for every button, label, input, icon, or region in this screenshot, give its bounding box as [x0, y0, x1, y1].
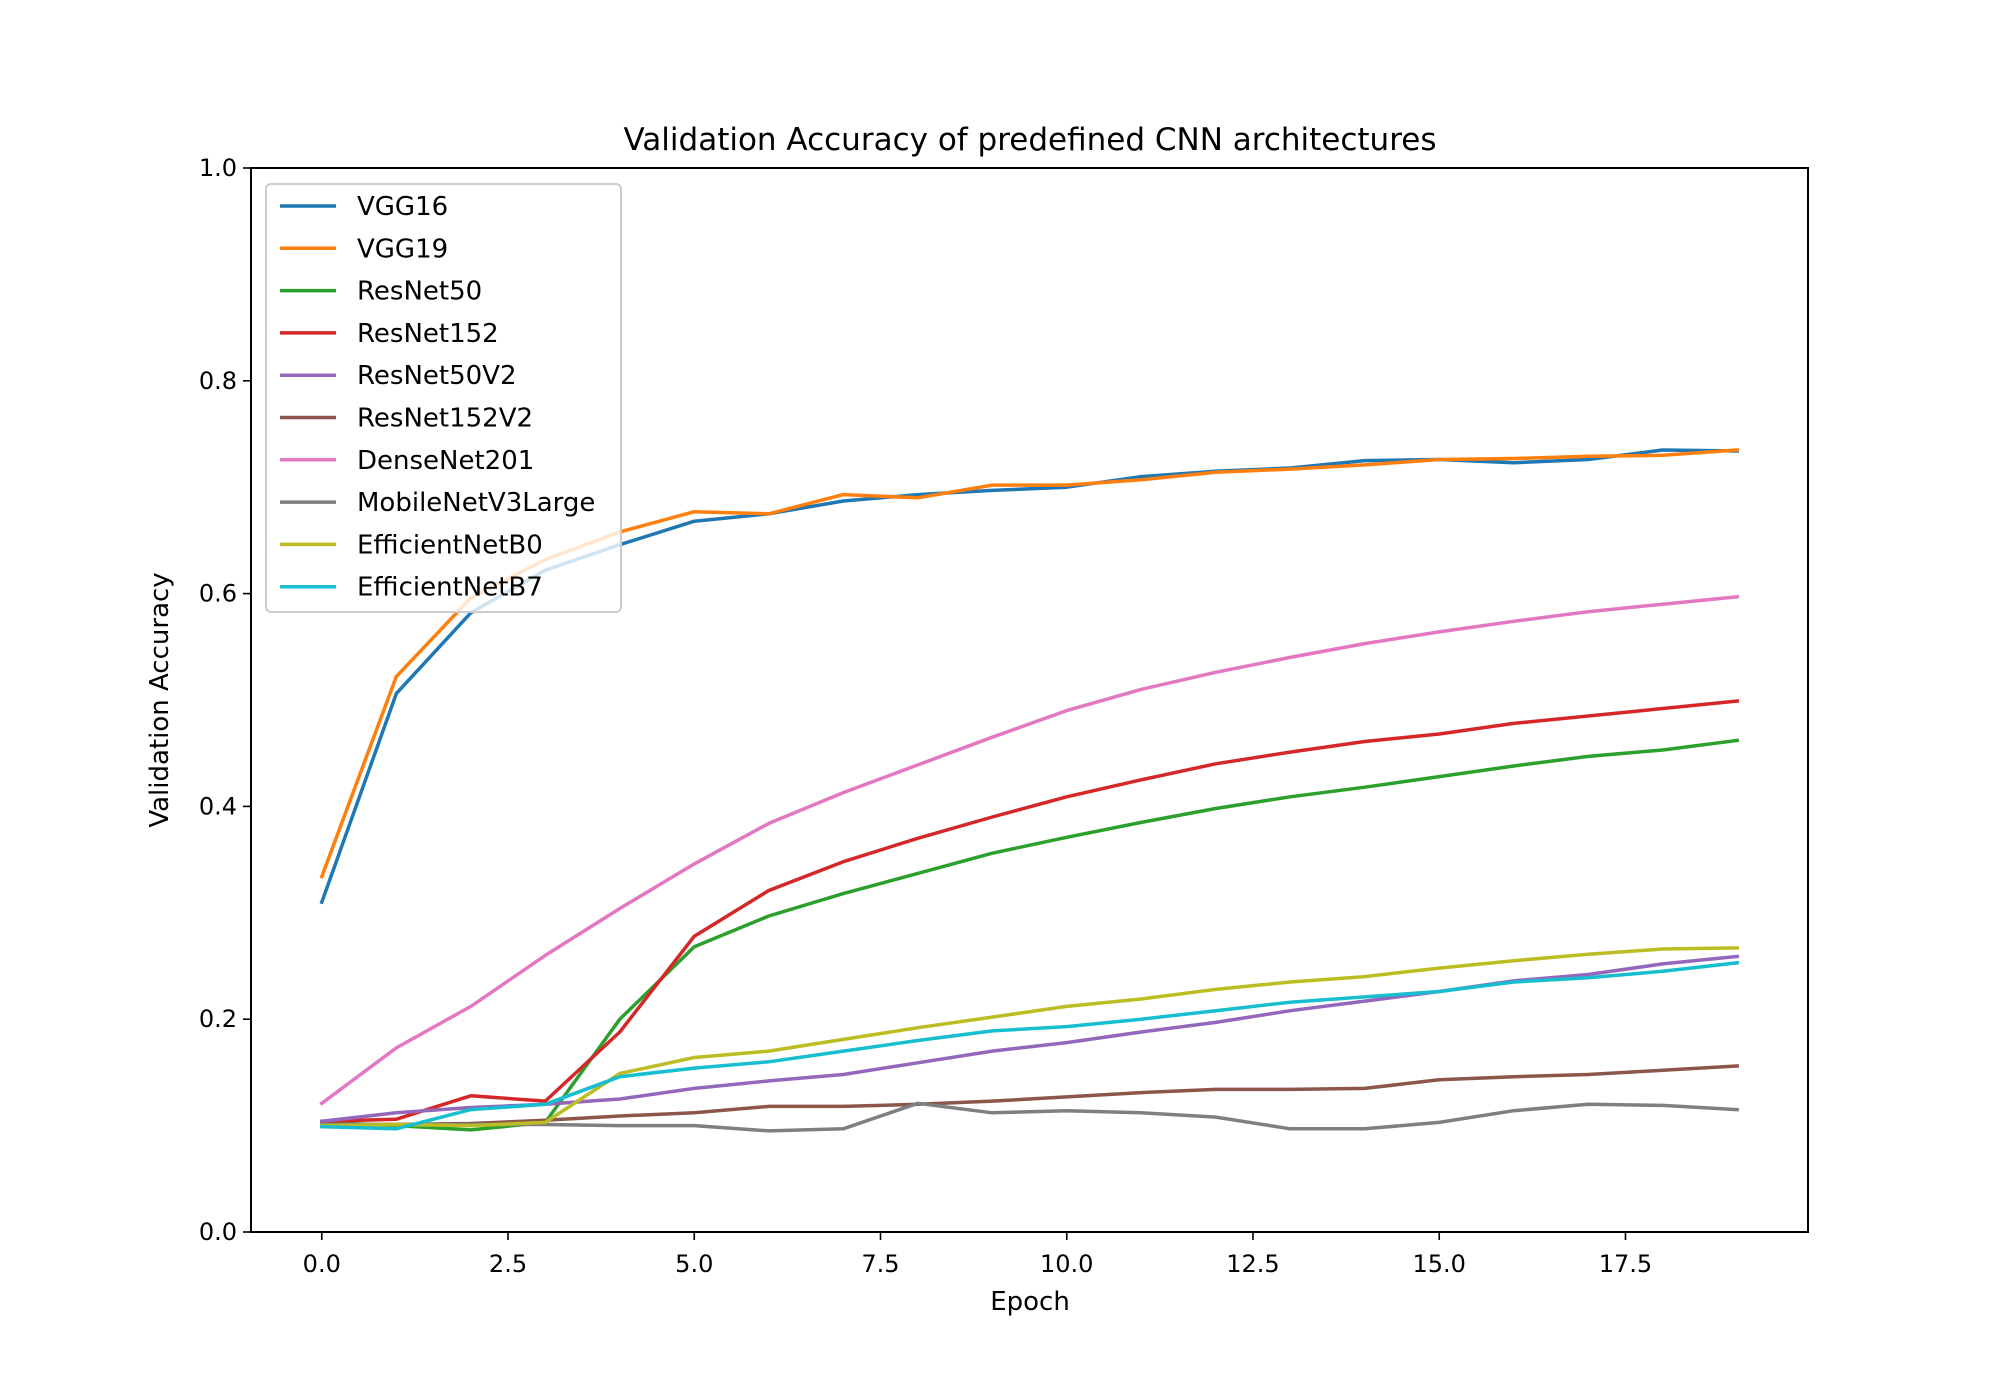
legend-label-mobilenetv3large: MobileNetV3Large [357, 488, 595, 518]
y-tick-label: 0.2 [199, 1005, 237, 1033]
legend-label-efficientnetb0: EfficientNetB0 [357, 530, 543, 560]
legend-label-resnet152v2: ResNet152V2 [357, 404, 533, 434]
y-tick-label: 0.4 [199, 792, 237, 820]
x-tick-label: 7.5 [861, 1250, 899, 1278]
series-line-resnet152 [320, 699, 1740, 1124]
legend-label-vgg19: VGG19 [357, 234, 448, 264]
series-line-efficientnetb7 [320, 960, 1740, 1131]
x-tick-label: 0.0 [303, 1250, 341, 1278]
series-line-resnet152v2 [320, 1064, 1740, 1127]
y-tick-label: 1.0 [199, 154, 237, 182]
plot-area-frame [250, 167, 1809, 1233]
x-tick-label: 17.5 [1599, 1250, 1652, 1278]
legend-label-resnet152: ResNet152 [357, 319, 499, 349]
series-layer [319, 448, 1740, 1133]
y-axis-ticks: 0.0 0.2 0.4 0.6 0.8 1.0 [199, 154, 251, 1246]
y-axis-label: Validation Accuracy [145, 572, 175, 827]
chart-title: Validation Accuracy of predefined CNN ar… [624, 122, 1437, 158]
legend-label-vgg16: VGG16 [357, 192, 448, 222]
x-tick-label: 2.5 [489, 1250, 527, 1278]
y-tick-label: 0.8 [199, 367, 237, 395]
legend: VGG16 VGG19 ResNet50 ResNet152 ResNet50V2 Res… [265, 183, 622, 613]
x-tick-label: 10.0 [1040, 1250, 1093, 1278]
x-tick-label: 12.5 [1226, 1250, 1279, 1278]
series-line-resnet50 [319, 738, 1740, 1132]
x-tick-label: 15.0 [1413, 1250, 1466, 1278]
series-line-mobilenetv3large [320, 1101, 1740, 1133]
legend-label-densenet201: DenseNet201 [357, 446, 534, 476]
legend-box [265, 183, 622, 613]
legend-label-resnet50v2: ResNet50V2 [357, 361, 517, 391]
x-axis-label: Epoch [990, 1287, 1070, 1317]
series-line-efficientnetb0 [320, 946, 1739, 1128]
legend-label-resnet50: ResNet50 [357, 277, 482, 307]
series-line-densenet201 [319, 594, 1740, 1106]
x-axis-ticks: 0.0 2.5 5.0 7.5 10.0 12.5 15.0 17.5 [303, 1232, 1652, 1278]
y-tick-label: 0.6 [199, 580, 237, 608]
legend-label-efficientnetb7: EfficientNetB7 [357, 573, 543, 603]
y-tick-label: 0.0 [199, 1218, 237, 1246]
x-tick-label: 5.0 [675, 1250, 713, 1278]
